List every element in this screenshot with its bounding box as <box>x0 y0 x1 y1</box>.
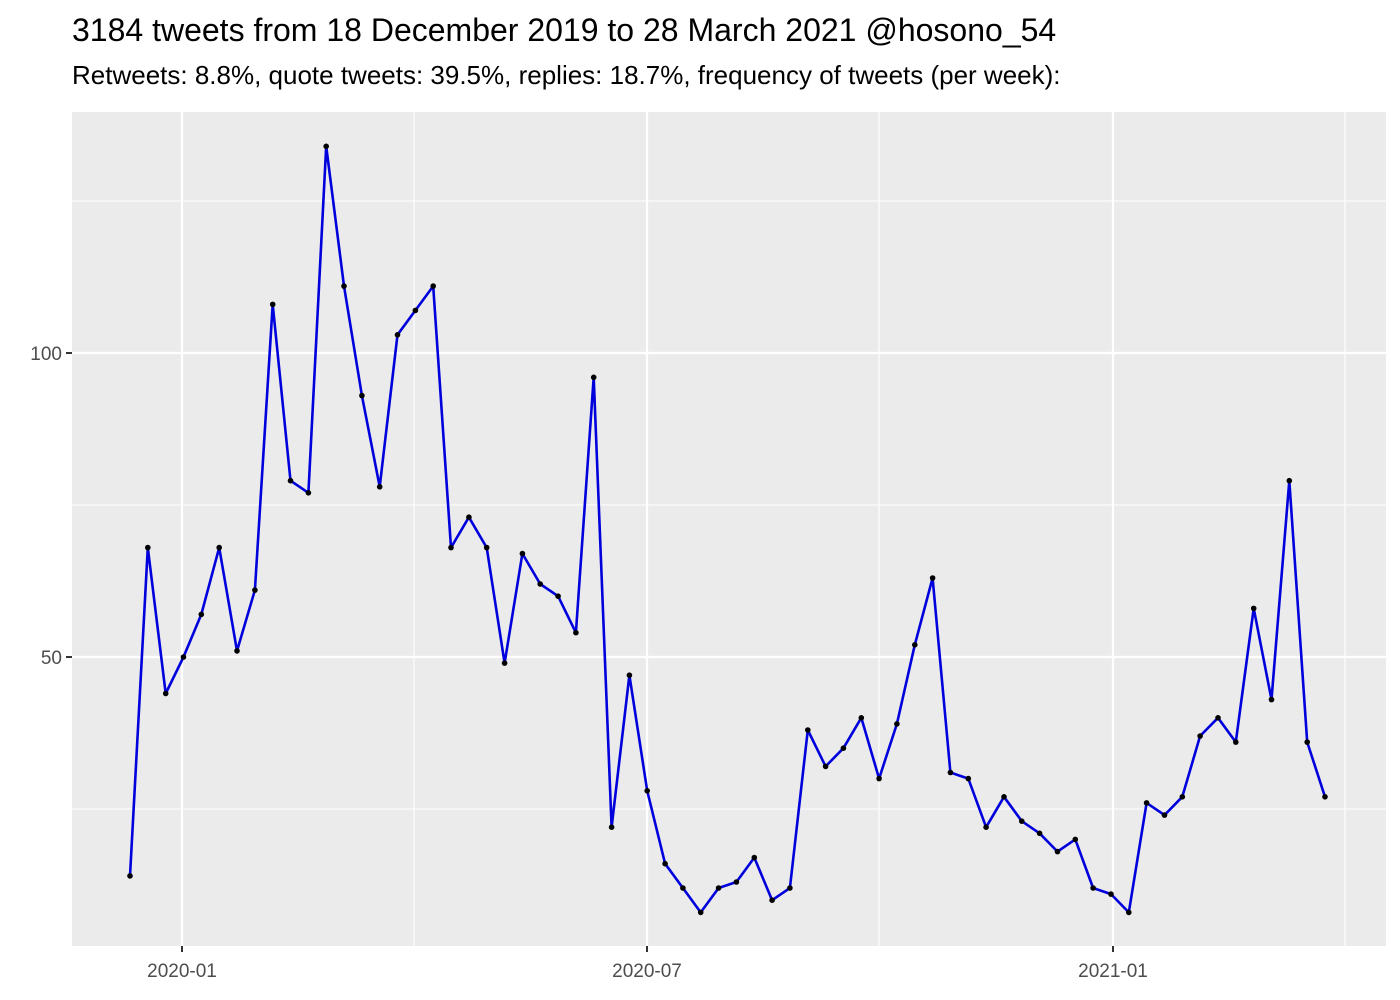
chart-subtitle: Retweets: 8.8%, quote tweets: 39.5%, rep… <box>72 60 1061 90</box>
data-point <box>626 672 633 678</box>
x-tick-label: 2020-07 <box>612 961 682 982</box>
data-point <box>341 283 347 289</box>
data-point <box>929 575 936 581</box>
data-point <box>519 550 526 557</box>
data-point <box>680 885 686 891</box>
chart-title: 3184 tweets from 18 December 2019 to 28 … <box>72 12 1057 48</box>
data-point <box>1019 818 1025 824</box>
data-point <box>1215 715 1221 721</box>
data-point <box>216 544 222 551</box>
data-point <box>162 690 169 697</box>
data-point <box>573 629 579 636</box>
data-point <box>1036 830 1043 837</box>
data-point <box>359 392 365 399</box>
data-point <box>876 775 882 782</box>
data-point <box>501 660 508 666</box>
data-point <box>1072 836 1079 843</box>
data-point <box>715 885 722 891</box>
data-point <box>1161 812 1168 818</box>
data-point <box>1001 794 1007 800</box>
data-point <box>145 544 151 551</box>
data-point <box>1090 885 1096 891</box>
data-point <box>894 721 900 727</box>
data-point <box>1286 477 1293 484</box>
data-point <box>1322 794 1328 800</box>
y-tick-label: 50 <box>41 648 62 669</box>
y-tick-label: 100 <box>30 344 62 365</box>
minor-gridlines <box>72 112 1386 946</box>
axes: 50 100 2020-01 2020-07 2021-01 <box>30 344 1148 982</box>
data-point <box>1233 739 1239 745</box>
data-point <box>483 544 490 551</box>
data-point <box>965 775 972 782</box>
data-point <box>1143 800 1150 806</box>
data-point <box>858 715 865 721</box>
data-point <box>1108 891 1114 897</box>
data-point <box>394 332 401 338</box>
x-tick-label: 2020-01 <box>147 961 217 982</box>
data-point <box>822 763 829 770</box>
data-point <box>1268 696 1275 703</box>
data-point <box>555 593 561 599</box>
data-point <box>305 490 312 496</box>
series-group <box>127 143 1328 916</box>
data-point <box>751 854 758 861</box>
data-point <box>323 143 330 150</box>
data-point <box>1179 794 1186 800</box>
data-point <box>662 860 668 867</box>
data-point <box>269 301 276 308</box>
data-point <box>608 824 615 830</box>
data-point <box>805 727 811 733</box>
data-point <box>430 283 437 289</box>
data-point <box>697 909 704 916</box>
data-point <box>376 484 383 490</box>
data-point <box>198 611 205 618</box>
data-point <box>412 307 419 314</box>
data-point <box>947 769 954 776</box>
data-point <box>180 654 187 660</box>
data-point <box>769 897 775 903</box>
data-point <box>733 879 740 885</box>
data-point <box>252 587 258 593</box>
x-tick-label: 2021-01 <box>1078 961 1148 982</box>
data-point <box>1054 848 1061 855</box>
data-point <box>466 514 472 520</box>
data-point <box>1126 909 1132 916</box>
data-point <box>983 824 989 830</box>
data-point <box>1250 605 1257 612</box>
data-point <box>1304 739 1310 745</box>
data-point <box>787 885 793 891</box>
data-point <box>912 642 918 648</box>
data-point <box>537 581 543 587</box>
data-point <box>234 648 240 654</box>
data-point <box>127 873 133 879</box>
data-point <box>448 544 454 551</box>
data-point <box>287 477 294 484</box>
series-line <box>128 145 1327 914</box>
data-point <box>1197 733 1203 739</box>
data-point <box>840 745 847 751</box>
data-point <box>644 788 650 794</box>
major-gridlines <box>72 112 1386 946</box>
plot-panel <box>72 112 1386 946</box>
data-point <box>590 374 597 381</box>
